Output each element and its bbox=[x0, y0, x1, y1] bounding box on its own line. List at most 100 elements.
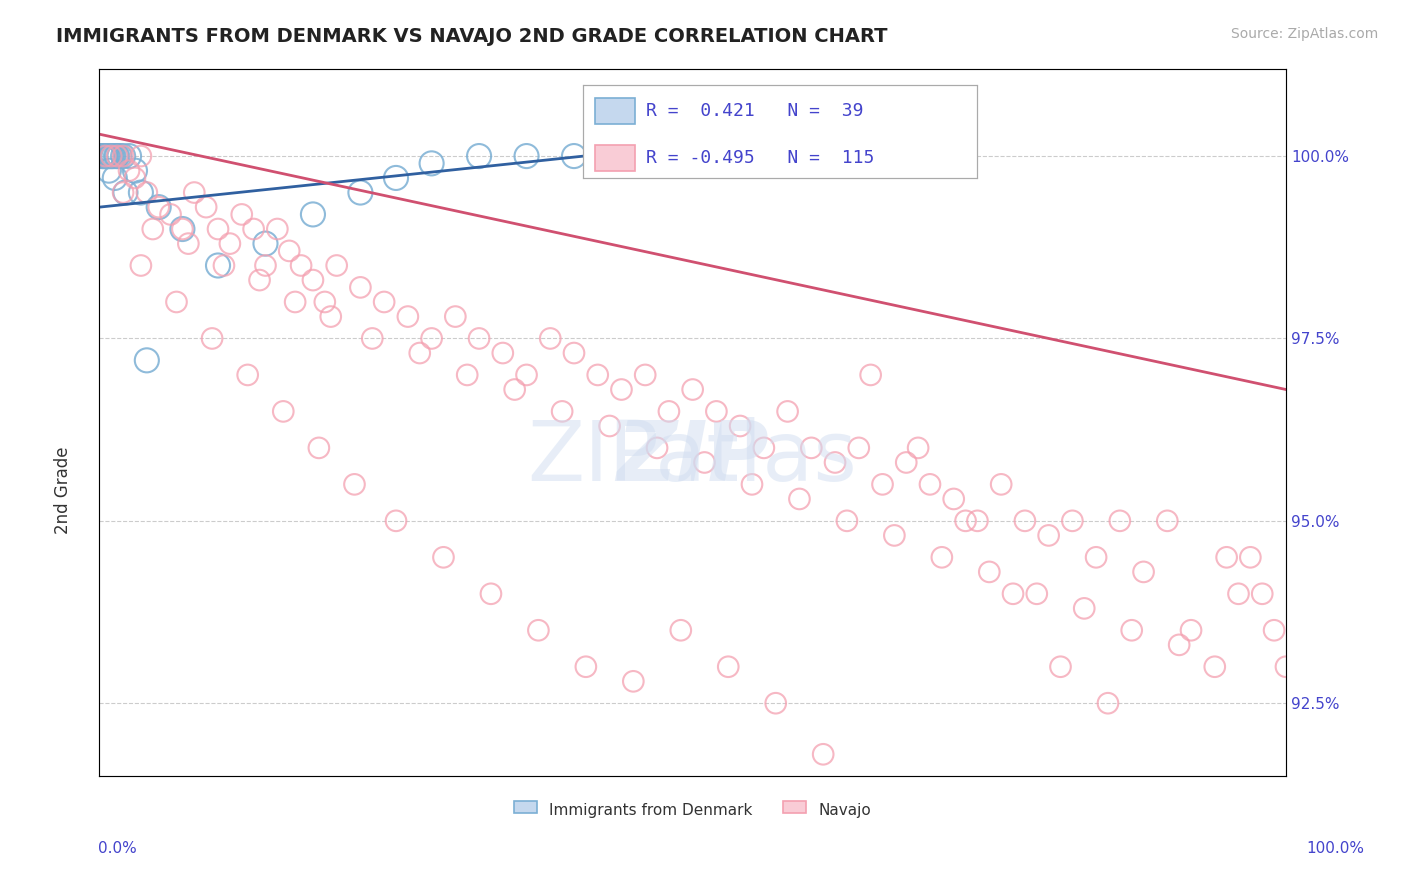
Text: ZIP: ZIP bbox=[616, 417, 769, 499]
Point bbox=[396, 310, 419, 324]
Point bbox=[124, 170, 146, 185]
Point bbox=[1204, 659, 1226, 673]
Point bbox=[314, 295, 336, 310]
Point bbox=[432, 550, 454, 565]
Legend: Immigrants from Denmark, Navajo: Immigrants from Denmark, Navajo bbox=[506, 795, 879, 825]
Point bbox=[103, 149, 125, 163]
Point bbox=[586, 368, 609, 382]
Point bbox=[859, 368, 882, 382]
Point bbox=[1038, 528, 1060, 542]
Point bbox=[658, 404, 681, 418]
Point bbox=[621, 674, 644, 689]
Point bbox=[91, 149, 114, 163]
Point bbox=[112, 149, 135, 163]
Point bbox=[420, 331, 443, 345]
Point bbox=[669, 624, 692, 638]
Point bbox=[1227, 587, 1250, 601]
Point bbox=[166, 295, 188, 310]
Point bbox=[93, 149, 115, 163]
Point bbox=[290, 259, 312, 273]
Point bbox=[249, 273, 271, 287]
Point bbox=[907, 441, 929, 455]
Point bbox=[468, 149, 491, 163]
Text: ZIPatlas: ZIPatlas bbox=[527, 417, 858, 499]
Text: 0.0%: 0.0% bbox=[98, 841, 138, 856]
Point bbox=[1168, 638, 1191, 652]
Point bbox=[492, 346, 515, 360]
Point bbox=[302, 207, 325, 221]
Point bbox=[942, 491, 965, 506]
Point bbox=[409, 346, 432, 360]
Point bbox=[254, 259, 277, 273]
Point bbox=[195, 200, 218, 214]
Point bbox=[97, 149, 120, 163]
Point bbox=[800, 149, 823, 163]
Point bbox=[800, 441, 823, 455]
Point bbox=[142, 222, 165, 236]
Point bbox=[706, 404, 728, 418]
Point bbox=[931, 550, 953, 565]
Point bbox=[1049, 659, 1071, 673]
Point bbox=[373, 295, 395, 310]
Text: R =  0.421   N =  39: R = 0.421 N = 39 bbox=[647, 102, 863, 120]
Text: 100.0%: 100.0% bbox=[1306, 841, 1364, 856]
Point bbox=[219, 236, 242, 251]
Point bbox=[104, 170, 127, 185]
Bar bbox=[595, 98, 634, 124]
Point bbox=[811, 747, 834, 762]
Point bbox=[1275, 659, 1298, 673]
Point bbox=[1025, 587, 1047, 601]
Point bbox=[148, 200, 170, 214]
Point bbox=[621, 149, 644, 163]
Point bbox=[118, 163, 141, 178]
Point bbox=[990, 477, 1012, 491]
Point bbox=[1263, 624, 1285, 638]
Point bbox=[1121, 624, 1143, 638]
Point bbox=[824, 455, 846, 469]
Point bbox=[515, 368, 537, 382]
Point bbox=[177, 236, 200, 251]
Point bbox=[1085, 550, 1108, 565]
Point bbox=[172, 222, 194, 236]
Bar bbox=[595, 145, 634, 171]
Point bbox=[1062, 514, 1084, 528]
Point bbox=[562, 149, 585, 163]
Point bbox=[420, 156, 443, 170]
Point bbox=[172, 222, 194, 236]
Text: R = -0.495   N =  115: R = -0.495 N = 115 bbox=[647, 149, 875, 167]
Point bbox=[515, 149, 537, 163]
Point bbox=[129, 259, 152, 273]
Point bbox=[479, 587, 502, 601]
Point bbox=[883, 528, 905, 542]
Point bbox=[118, 149, 141, 163]
Point bbox=[97, 163, 120, 178]
Point bbox=[124, 163, 146, 178]
Point bbox=[527, 624, 550, 638]
Point bbox=[1132, 565, 1154, 579]
Point bbox=[135, 353, 157, 368]
Point bbox=[918, 477, 941, 491]
Point bbox=[693, 455, 716, 469]
Point bbox=[1239, 550, 1261, 565]
Point bbox=[835, 514, 858, 528]
Point bbox=[361, 331, 384, 345]
Point bbox=[896, 455, 918, 469]
Point bbox=[108, 149, 131, 163]
Text: IMMIGRANTS FROM DENMARK VS NAVAJO 2ND GRADE CORRELATION CHART: IMMIGRANTS FROM DENMARK VS NAVAJO 2ND GR… bbox=[56, 27, 887, 45]
Point bbox=[1180, 624, 1202, 638]
Point bbox=[308, 441, 330, 455]
Point bbox=[634, 368, 657, 382]
Point bbox=[872, 477, 894, 491]
Point bbox=[278, 244, 301, 258]
Point bbox=[468, 331, 491, 345]
Point bbox=[966, 514, 988, 528]
Point bbox=[325, 259, 347, 273]
Point bbox=[231, 207, 253, 221]
Point bbox=[765, 696, 787, 710]
Point bbox=[266, 222, 288, 236]
Point bbox=[105, 149, 128, 163]
Point bbox=[207, 222, 229, 236]
Point bbox=[148, 200, 170, 214]
Point bbox=[105, 149, 128, 163]
Text: Source: ZipAtlas.com: Source: ZipAtlas.com bbox=[1230, 27, 1378, 41]
